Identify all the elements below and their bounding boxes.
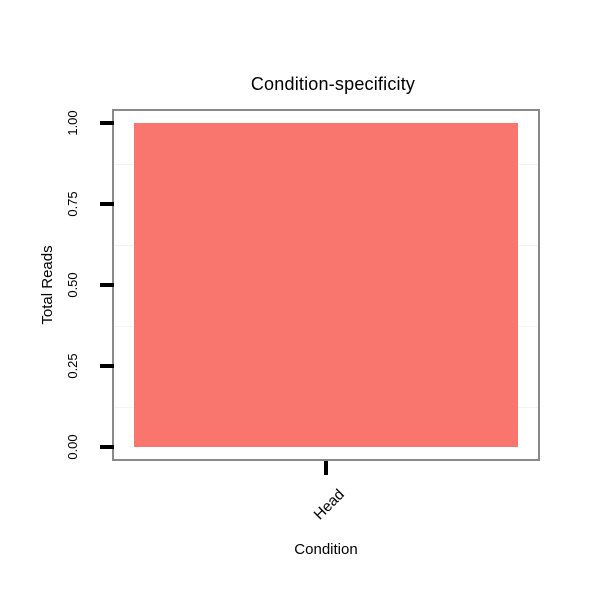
- y-axis-tick: [100, 445, 114, 449]
- y-tick-label: 0.00: [65, 434, 80, 460]
- y-axis-tick: [100, 202, 114, 206]
- x-axis-tick: [324, 461, 328, 475]
- y-axis-tick: [100, 121, 114, 125]
- y-axis-title: Total Reads: [39, 245, 56, 325]
- y-tick-label: 0.50: [65, 272, 80, 298]
- chart-title: Condition-specificity: [250, 74, 416, 94]
- y-tick-label: 1.00: [65, 110, 80, 136]
- x-tick-label-head: Head: [310, 486, 349, 524]
- plot-panel: [112, 109, 540, 461]
- bar-head: [134, 123, 518, 447]
- y-axis-tick: [100, 283, 114, 287]
- y-tick-label: 0.75: [65, 191, 80, 217]
- plot-area: [114, 111, 538, 459]
- y-tick-label: 0.25: [65, 353, 80, 379]
- y-axis-tick: [100, 364, 114, 368]
- x-axis-title: Condition: [294, 541, 358, 558]
